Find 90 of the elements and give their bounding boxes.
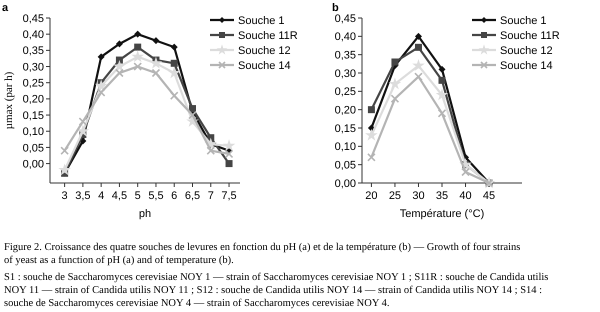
y-tick-label: 0,15: [334, 122, 356, 135]
y-tick-label: 0,00: [334, 178, 356, 190]
x-tick-label: 35: [436, 190, 448, 202]
y-tick-label: 0,20: [334, 104, 356, 117]
point: [188, 110, 197, 120]
x-tick-label: 4: [98, 190, 104, 202]
point: [170, 91, 179, 100]
point: [133, 62, 142, 71]
y-tick-label: 0,10: [334, 141, 356, 154]
point: [78, 117, 88, 126]
point: [170, 44, 178, 51]
point: [189, 105, 196, 112]
point: [438, 109, 446, 118]
point: [414, 44, 422, 51]
point: [168, 66, 181, 78]
point: [226, 160, 233, 168]
y-tick-label: 0,25: [22, 78, 44, 90]
point: [388, 77, 402, 90]
point: [98, 53, 105, 60]
point: [222, 139, 236, 152]
point: [60, 146, 69, 155]
x-tick-label: 3: [62, 190, 68, 202]
point: [368, 106, 375, 114]
caption: Figure 2. Croissance des quatre souches de levures en fonction du pH (a) et de la température (b) — Growth of four strains of yeast as a function of pH (a) and of temperature (b).: [4, 242, 520, 266]
y-tick-label: 0,40: [334, 31, 356, 44]
y-tick-label: 0,30: [334, 68, 356, 80]
point: [116, 56, 123, 64]
point: [134, 30, 142, 38]
point: [390, 94, 400, 103]
point: [414, 72, 423, 81]
y-tick-label: 0,30: [22, 61, 44, 74]
x-tick-label: 25: [388, 190, 402, 202]
legend-label: Souche 11R: [500, 30, 560, 42]
point: [391, 58, 398, 66]
legend-label: Souche 14: [500, 60, 553, 72]
y-tick-label: 0,35: [22, 45, 44, 58]
chart-title: a: [2, 2, 9, 14]
x-tick-label: 40: [459, 190, 472, 202]
x-axis-title: Température (°C): [400, 208, 484, 220]
legend-label: Souche 1: [238, 14, 284, 27]
x-tick-label: 6: [171, 190, 178, 202]
y-tick-label: 0,10: [22, 126, 44, 138]
point: [461, 168, 470, 176]
y-tick-label: 0,40: [22, 29, 44, 42]
point: [438, 76, 446, 84]
point: [152, 37, 160, 44]
chart-title: b: [332, 2, 339, 14]
y-tick-label: 0,05: [334, 160, 356, 172]
text: S1 : souche de Saccharomyces cerevisiae NOY 1 — strain of Saccharomyces cerevisiae NOY 1 ; S11R : souche de Candida utilis NOY 11 — strain of Candida utilis NOY 11 ; S12 : souche de Candida utilis NOY 14 — strain of Candida utilis NOY 14 ; S14 : souche de Saccharomyces cerevisiae NOY 4 — strain of Saccharomyces cerevisiae NOY 4.: [4, 272, 548, 309]
point: [367, 153, 376, 162]
x-tick-label: 5,5: [148, 190, 164, 202]
point: [412, 59, 425, 72]
y-tick-label: 0,25: [334, 86, 356, 98]
legend-label: Souche 14: [238, 60, 291, 72]
x-axis-title: ph: [138, 208, 152, 220]
x-tick-label: 7,5: [221, 190, 237, 202]
y-axis-title: µmax (par h): [3, 71, 15, 130]
point: [414, 32, 422, 40]
x-tick-label: 4,5: [112, 190, 128, 202]
legend-label: Souche 1: [500, 14, 546, 27]
x-tick-label: 45: [482, 190, 496, 202]
x-tick-label: 30: [412, 190, 425, 202]
y-tick-label: 0,35: [334, 50, 356, 62]
legend-label: Souche 11R: [238, 30, 298, 42]
point: [96, 88, 106, 97]
point: [134, 44, 142, 51]
x-tick-label: 20: [365, 190, 378, 202]
x-tick-label: 6,5: [184, 190, 200, 202]
x-tick-label: 5: [134, 190, 141, 202]
point: [131, 50, 144, 62]
point: [170, 60, 178, 67]
point: [206, 146, 216, 155]
legend-label: Souche 12: [500, 44, 553, 57]
point: [115, 68, 124, 78]
point: [365, 128, 378, 141]
point: [152, 68, 160, 78]
point: [436, 88, 448, 100]
x-tick-label: 7: [208, 190, 214, 202]
point: [438, 66, 446, 73]
point: [116, 40, 123, 48]
y-tick-label: 0,00: [22, 158, 44, 170]
y-tick-label: 0,15: [22, 110, 44, 122]
point: [224, 150, 234, 158]
y-tick-label: 0,45: [22, 12, 44, 25]
y-tick-label: 0,20: [22, 94, 44, 106]
point: [58, 163, 71, 176]
legend-label: Souche 12: [238, 44, 291, 57]
y-tick-label: 0,45: [334, 12, 356, 25]
x-tick-label: 3,5: [75, 190, 91, 202]
y-tick-label: 0,05: [22, 142, 44, 154]
